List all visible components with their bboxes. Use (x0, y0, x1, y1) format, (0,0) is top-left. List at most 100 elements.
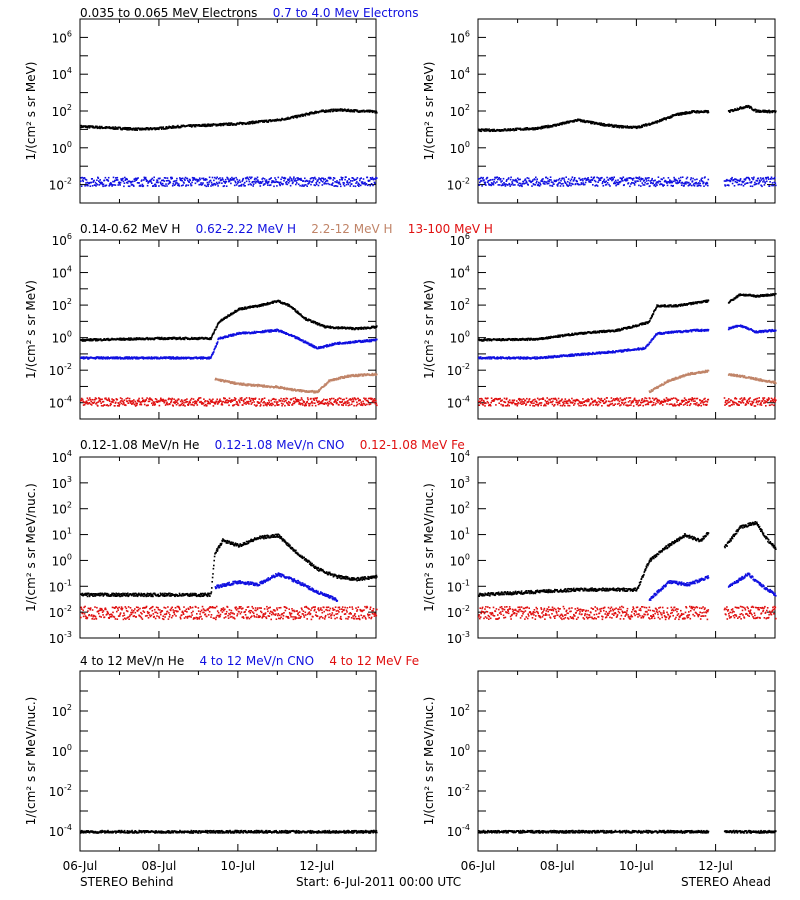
data-point (626, 179, 629, 181)
data-point (200, 182, 202, 184)
data-point (321, 184, 324, 186)
data-point (325, 109, 327, 112)
data-point (655, 181, 658, 184)
data-point (605, 125, 607, 127)
data-point (211, 124, 214, 127)
data-point (277, 181, 279, 183)
data-point (158, 185, 160, 187)
data-point (622, 176, 625, 178)
data-point (162, 398, 164, 401)
data-point (680, 114, 683, 116)
data-point (262, 184, 265, 186)
data-point (155, 185, 157, 187)
data-point (677, 113, 679, 115)
data-point (626, 126, 628, 129)
data-point (235, 124, 238, 126)
data-point (134, 400, 137, 403)
data-point (612, 125, 615, 127)
data-point (137, 400, 139, 403)
data-point (282, 183, 284, 185)
data-point (249, 176, 251, 178)
data-point (572, 120, 575, 123)
data-point (91, 178, 93, 180)
data-point (265, 179, 268, 181)
data-point (145, 398, 147, 401)
data-point (144, 178, 146, 180)
data-point (293, 176, 295, 178)
data-point (496, 181, 498, 183)
data-point (369, 184, 371, 187)
data-point (153, 183, 156, 186)
data-point (230, 182, 232, 185)
data-point (193, 177, 196, 180)
data-point (211, 336, 213, 338)
data-point (609, 185, 611, 187)
data-point (174, 180, 176, 182)
data-point (601, 176, 603, 179)
data-point (699, 182, 701, 185)
data-point (94, 184, 96, 186)
data-point (699, 180, 701, 182)
data-point (683, 183, 686, 185)
data-point (634, 125, 636, 128)
data-point (626, 125, 629, 127)
data-point (184, 405, 186, 407)
data-point (263, 183, 265, 185)
data-point (526, 177, 529, 179)
data-point (159, 181, 162, 184)
data-point (258, 305, 260, 308)
data-point (165, 399, 167, 402)
data-point (158, 128, 160, 131)
data-point (94, 339, 97, 341)
data-point (287, 116, 289, 119)
data-point (113, 180, 116, 183)
data-point (620, 180, 622, 183)
data-point (100, 402, 102, 404)
series-13-100-mev-h (80, 397, 378, 407)
data-point (315, 182, 317, 184)
data-point (294, 115, 296, 118)
data-point (553, 123, 555, 126)
data-point (239, 181, 242, 183)
data-point (510, 183, 513, 186)
data-point (588, 180, 591, 182)
data-point (511, 182, 514, 185)
data-point (371, 176, 374, 179)
data-point (350, 183, 353, 185)
data-point (228, 180, 231, 183)
data-point (194, 125, 197, 128)
data-point (692, 177, 694, 180)
data-point (760, 179, 763, 181)
data-point (248, 178, 250, 181)
data-point (705, 183, 707, 186)
data-point (514, 179, 517, 182)
data-point (524, 179, 526, 181)
data-point (269, 184, 272, 186)
data-point (374, 182, 376, 185)
data-point (110, 403, 112, 406)
data-point (190, 124, 192, 126)
data-point (96, 125, 98, 128)
data-point (624, 179, 627, 182)
data-point (647, 182, 649, 185)
data-point (141, 337, 143, 339)
data-point (179, 177, 181, 179)
data-point (564, 121, 566, 124)
data-point (127, 402, 130, 404)
data-point (603, 178, 606, 181)
data-point (650, 181, 653, 184)
data-point (351, 110, 354, 113)
data-point (376, 338, 378, 341)
data-point (667, 117, 670, 119)
data-point (675, 182, 677, 184)
data-point (317, 184, 320, 187)
data-point (701, 177, 703, 179)
data-point (176, 125, 179, 128)
data-point (129, 181, 132, 183)
data-point (584, 183, 586, 186)
data-point (176, 177, 178, 180)
data-point (548, 180, 550, 183)
data-point (728, 184, 730, 187)
data-point (560, 122, 562, 124)
data-point (480, 130, 482, 133)
